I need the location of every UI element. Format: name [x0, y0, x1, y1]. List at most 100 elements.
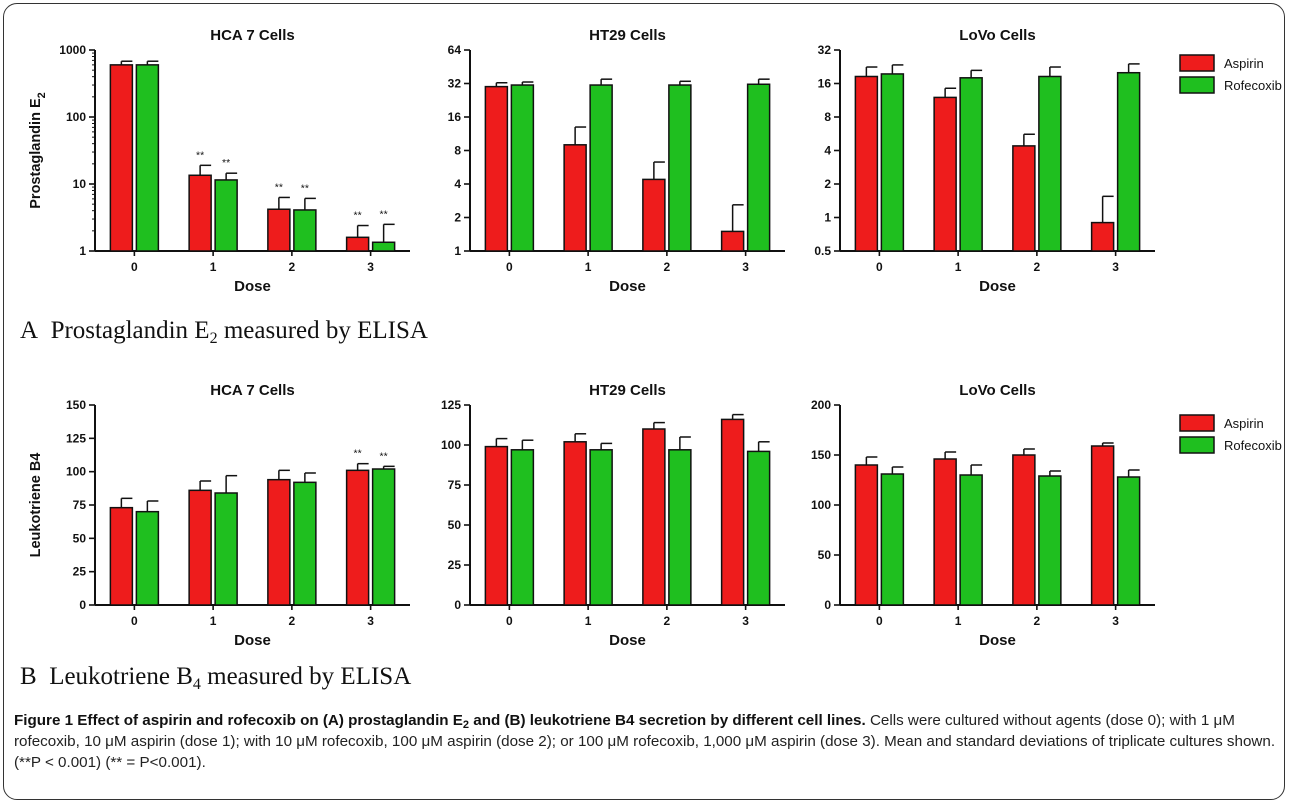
chart-2-ytick-label: 64 — [448, 43, 462, 57]
chart-5-xtick-label: 1 — [585, 614, 592, 628]
chart-4-xtick-label: 1 — [210, 614, 217, 628]
chart-2-ytick-label: 4 — [454, 177, 461, 191]
chart-4-ytick-label: 125 — [66, 431, 86, 445]
chart-4-ytick-label: 50 — [73, 531, 87, 545]
chart-2-bar-rofecoxib — [668, 84, 692, 252]
chart-2-xtick-label: 0 — [506, 260, 513, 274]
chart-1-ylabel-main: Prostaglandin E — [28, 98, 44, 209]
chart-4-xlabel: Dose — [234, 632, 271, 649]
chart-6-ytick-label: 150 — [811, 448, 831, 462]
chart-6-xtick-label: 3 — [1112, 614, 1119, 628]
chart-5-ytick-label: 25 — [448, 558, 462, 572]
legend-b-swatch — [1179, 414, 1215, 432]
caption-title-1: Figure 1 Effect of aspirin and rofecoxib… — [14, 712, 463, 729]
chart-3-xtick-label: 1 — [955, 260, 962, 274]
chart-3-title: LoVo Cells — [959, 27, 1035, 44]
chart-5-xtick-label: 2 — [664, 614, 671, 628]
chart-4-xtick-label: 0 — [131, 614, 138, 628]
chart-4-bar-rofecoxib — [371, 468, 396, 606]
chart-2-bar-aspirin — [720, 230, 745, 252]
chart-2-bar-aspirin — [642, 178, 666, 252]
chart-2-xtick-label: 3 — [742, 260, 749, 274]
caption-title-2: and (B) leukotriene B4 secretion by diff… — [469, 712, 866, 729]
chart-1-xtick-label: 3 — [367, 260, 374, 274]
chart-4-ylabel: Leukotriene B4 — [28, 453, 44, 558]
chart-2-xtick-label: 2 — [664, 260, 671, 274]
chart-3-xtick-label: 2 — [1034, 260, 1041, 274]
chart-4-ytick-label: 0 — [79, 598, 86, 612]
chart-4-xtick-label: 3 — [367, 614, 374, 628]
chart-1-significance-label: ** — [301, 182, 309, 194]
chart-2-ytick-label: 8 — [454, 144, 461, 158]
chart-3-bar-rofecoxib — [959, 77, 983, 252]
legend-a-swatch — [1179, 76, 1215, 94]
chart-1-bar-aspirin — [267, 208, 291, 252]
chart-6-xtick-label: 0 — [876, 614, 883, 628]
chart-1-bar-rofecoxib — [214, 179, 238, 252]
chart-6-ytick-label: 100 — [811, 498, 831, 512]
chart-3-xtick-label: 3 — [1112, 260, 1119, 274]
chart-1-xtick-label: 0 — [131, 260, 138, 274]
chart-6-bar-aspirin — [1090, 445, 1115, 606]
chart-1-bar-rofecoxib — [293, 209, 317, 252]
chart-3-bar-aspirin — [854, 75, 879, 252]
chart-1-significance-label: ** — [354, 210, 362, 222]
chart-2-ytick-label: 16 — [448, 110, 462, 124]
chart-4-bar-rofecoxib — [214, 492, 238, 606]
chart-2-xlabel: Dose — [609, 278, 646, 295]
chart-4-ytick-label: 75 — [73, 498, 87, 512]
chart-1-ylabel: Prostaglandin E2 — [28, 92, 48, 209]
chart-3-bar-rofecoxib — [880, 73, 905, 252]
chart-2-bar-aspirin — [484, 85, 509, 252]
chart-2-title: HT29 Cells — [589, 27, 666, 44]
chart-6-bar-aspirin — [854, 464, 879, 606]
chart-3-ytick-label: 8 — [824, 110, 831, 124]
chart-1-title: HCA 7 Cells — [210, 27, 294, 44]
chart-5-bar-rofecoxib — [589, 449, 613, 606]
chart-2-bar-rofecoxib — [589, 84, 613, 252]
chart-5-xtick-label: 3 — [742, 614, 749, 628]
chart-6-bar-rofecoxib — [959, 474, 983, 606]
chart-3-ytick-label: 16 — [818, 77, 832, 91]
chart-3-bar-aspirin — [1012, 145, 1036, 252]
panel-b-suffix: measured by ELISA — [200, 663, 412, 690]
chart-6-bar-rofecoxib — [1038, 475, 1062, 606]
chart-5-ytick-label: 0 — [454, 598, 461, 612]
chart-6-xlabel: Dose — [979, 632, 1016, 649]
chart-1-ytick-label: 100 — [66, 110, 86, 124]
chart-1-ytick-label: 1000 — [59, 43, 86, 57]
chart-4-ylabel-main: Leukotriene B4 — [28, 453, 44, 558]
chart-5-ytick-label: 100 — [441, 438, 461, 452]
chart-6-ytick-label: 50 — [818, 548, 832, 562]
chart-4-xtick-label: 2 — [289, 614, 296, 628]
chart-3-ytick-label: 0.5 — [814, 244, 831, 258]
chart-6-ytick-label: 200 — [811, 398, 831, 412]
chart-1-xtick-label: 2 — [289, 260, 296, 274]
chart-2-xtick-label: 1 — [585, 260, 592, 274]
chart-4-bar-rofecoxib — [293, 481, 317, 606]
chart-5-ytick-label: 125 — [441, 398, 461, 412]
chart-5-title: HT29 Cells — [589, 382, 666, 399]
legend-a-label: Rofecoxib — [1224, 78, 1282, 93]
chart-1-xlabel: Dose — [234, 278, 271, 295]
chart-1-bar-aspirin — [345, 236, 370, 252]
chart-3-ytick-label: 2 — [824, 177, 831, 191]
chart-1-ytick-label: 1 — [79, 244, 86, 258]
caption-title-sub: 2 — [462, 719, 470, 731]
chart-3-bar-aspirin — [933, 96, 957, 252]
legend-a-label: Aspirin — [1224, 56, 1264, 71]
chart-2-bar-aspirin — [563, 144, 587, 252]
chart-1-significance-label: ** — [275, 181, 283, 193]
chart-5-bar-aspirin — [563, 441, 587, 606]
panel-a-sub: 2 — [209, 330, 218, 347]
caption-body: Cells were cultured without agents (dose… — [14, 712, 1276, 771]
chart-1-xtick-label: 1 — [210, 260, 217, 274]
chart-5-bar-aspirin — [484, 445, 509, 606]
chart-4-bar-aspirin — [345, 469, 370, 606]
chart-1-significance-label: ** — [380, 208, 388, 220]
chart-4-significance-label: ** — [354, 448, 362, 460]
chart-1-bar-rofecoxib — [135, 64, 160, 252]
chart-4-ytick-label: 100 — [66, 465, 86, 479]
chart-5-bar-aspirin — [720, 418, 745, 606]
